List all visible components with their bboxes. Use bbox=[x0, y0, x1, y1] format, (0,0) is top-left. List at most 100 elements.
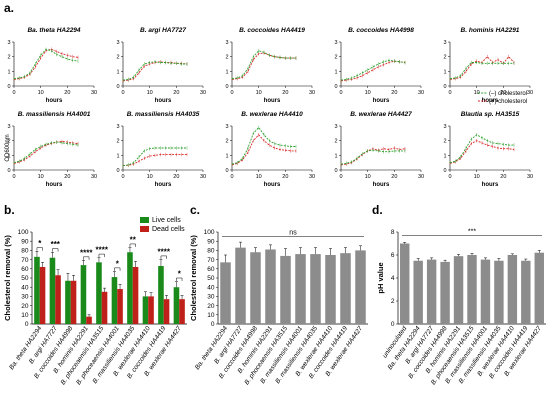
y-tick-label: 1 bbox=[334, 153, 337, 159]
x-tick-label: 0 bbox=[12, 90, 15, 96]
y-tick-label: 8 bbox=[391, 229, 395, 236]
y-tick-label: 1 bbox=[225, 69, 228, 75]
y-tick-label: 1 bbox=[443, 69, 446, 75]
significance-mark: * bbox=[178, 270, 182, 279]
x-tick-label: 10 bbox=[256, 174, 262, 180]
x-tick-label: 30 bbox=[527, 174, 533, 180]
x-tick-label: 10 bbox=[147, 90, 153, 96]
x-tick-label: 20 bbox=[500, 90, 506, 96]
significance-mark: **** bbox=[158, 247, 171, 256]
x-tick-label: 10 bbox=[474, 174, 480, 180]
bar bbox=[340, 253, 351, 324]
bar-live bbox=[127, 252, 133, 324]
y-tick-label: 2 bbox=[116, 139, 119, 145]
x-tick-label: 10 bbox=[365, 174, 371, 180]
bar bbox=[480, 259, 491, 324]
significance-bracket bbox=[114, 267, 121, 271]
y-tick-label: 2 bbox=[7, 139, 10, 145]
legend-label-minus: (–) cholesterol bbox=[489, 91, 527, 97]
x-axis-label: hours bbox=[482, 182, 499, 188]
x-tick-label: 30 bbox=[200, 174, 206, 180]
bar bbox=[250, 252, 261, 324]
significance-mark: * bbox=[116, 259, 120, 268]
y-tick-label: 3 bbox=[225, 124, 228, 130]
significance-bracket bbox=[98, 253, 105, 258]
bar-live bbox=[65, 280, 71, 324]
y-axis-label: Cholesterol removal (%) bbox=[189, 235, 198, 321]
y-tick-label: 0 bbox=[225, 84, 228, 90]
x-tick-label: 30 bbox=[527, 90, 533, 96]
y-tick-label: 0 bbox=[116, 168, 119, 174]
y-tick-label: 3 bbox=[334, 124, 337, 130]
y-tick-label: 3 bbox=[443, 124, 446, 130]
x-tick-label: 30 bbox=[418, 90, 424, 96]
growth-subplot: B. massiliensis HA4035 0 10 20 30 0 1 2 3 hours bbox=[116, 111, 206, 188]
y-tick-label: 1 bbox=[7, 69, 10, 75]
panel-label-c: c. bbox=[190, 203, 200, 217]
growth-subplot: B. wexlerae HA4410 0 10 20 30 0 1 2 3 hours bbox=[225, 111, 315, 188]
x-tick-label: 20 bbox=[173, 90, 179, 96]
y-tick-label: 0 bbox=[391, 321, 395, 328]
x-axis-label: hours bbox=[482, 98, 499, 104]
x-axis-label: hours bbox=[373, 98, 390, 104]
x-tick-label: 0 bbox=[12, 174, 15, 180]
significance-bracket bbox=[36, 247, 43, 251]
x-axis-label: hours bbox=[264, 182, 281, 188]
y-tick-label: 100 bbox=[18, 229, 29, 236]
y-tick-label: 1 bbox=[116, 69, 119, 75]
bar bbox=[310, 254, 321, 324]
y-tick-label: 2 bbox=[443, 139, 446, 145]
series-line-plus bbox=[231, 52, 296, 80]
series-line-minus bbox=[231, 50, 296, 80]
significance-bracket bbox=[129, 243, 136, 247]
y-tick-label: 90 bbox=[207, 238, 215, 245]
x-tick-label: 20 bbox=[282, 90, 288, 96]
x-tick-label: 30 bbox=[418, 174, 424, 180]
bar-live bbox=[111, 277, 118, 324]
y-tick-label: 0 bbox=[443, 168, 446, 174]
y-tick-label: 60 bbox=[21, 266, 29, 273]
y-tick-label: 4 bbox=[391, 275, 395, 282]
y-tick-label: 60 bbox=[207, 266, 215, 273]
significance-mark: **** bbox=[80, 248, 93, 257]
y-tick-label: 2 bbox=[391, 298, 395, 305]
panel-label-a: a. bbox=[4, 1, 14, 15]
y-tick-label: 30 bbox=[207, 294, 215, 301]
bar bbox=[507, 255, 518, 324]
bar bbox=[413, 260, 423, 324]
x-axis-label: hours bbox=[46, 98, 63, 104]
annotation: *** bbox=[468, 228, 476, 235]
y-tick-label: 40 bbox=[21, 284, 29, 291]
significance-bracket bbox=[160, 255, 167, 259]
y-tick-label: 0 bbox=[25, 321, 29, 328]
y-tick-label: 1 bbox=[116, 153, 119, 159]
subplot-title: Blautia sp. HA3515 bbox=[461, 111, 520, 118]
bar-dead bbox=[117, 289, 123, 324]
bar-live bbox=[49, 257, 56, 324]
x-axis-label: hours bbox=[155, 182, 172, 188]
y-tick-label: 10 bbox=[21, 312, 29, 319]
x-axis-label: hours bbox=[373, 182, 390, 188]
bar-dead bbox=[101, 291, 108, 324]
y-axis-label: pH value bbox=[376, 262, 385, 293]
y-tick-label: 2 bbox=[7, 55, 10, 61]
growth-subplot: B. hominis HA2291 0 10 20 30 0 1 2 3 hours bbox=[443, 27, 533, 104]
bar-dead bbox=[55, 275, 61, 324]
bar-dead bbox=[148, 296, 154, 324]
x-tick-label: 30 bbox=[91, 174, 97, 180]
y-tick-label: 0 bbox=[7, 84, 10, 90]
x-tick-label: 10 bbox=[38, 90, 44, 96]
series-line-minus bbox=[13, 48, 79, 80]
bar bbox=[453, 256, 464, 324]
bar bbox=[355, 250, 366, 324]
legend-label-plus: (+) cholesterol bbox=[489, 99, 527, 105]
growth-subplot: B. massiliensis HA4001 0 10 20 30 0 1 2 3 hours bbox=[7, 111, 97, 188]
subplot-title: B. massiliensis HA4001 bbox=[18, 111, 91, 118]
y-tick-label: 80 bbox=[21, 248, 29, 255]
bar-live bbox=[34, 256, 40, 324]
y-tick-label: 3 bbox=[116, 124, 119, 130]
subplot-title: Ba. theta HA2294 bbox=[27, 27, 80, 34]
y-tick-label: 3 bbox=[7, 124, 10, 130]
y-tick-label: 90 bbox=[21, 238, 29, 245]
